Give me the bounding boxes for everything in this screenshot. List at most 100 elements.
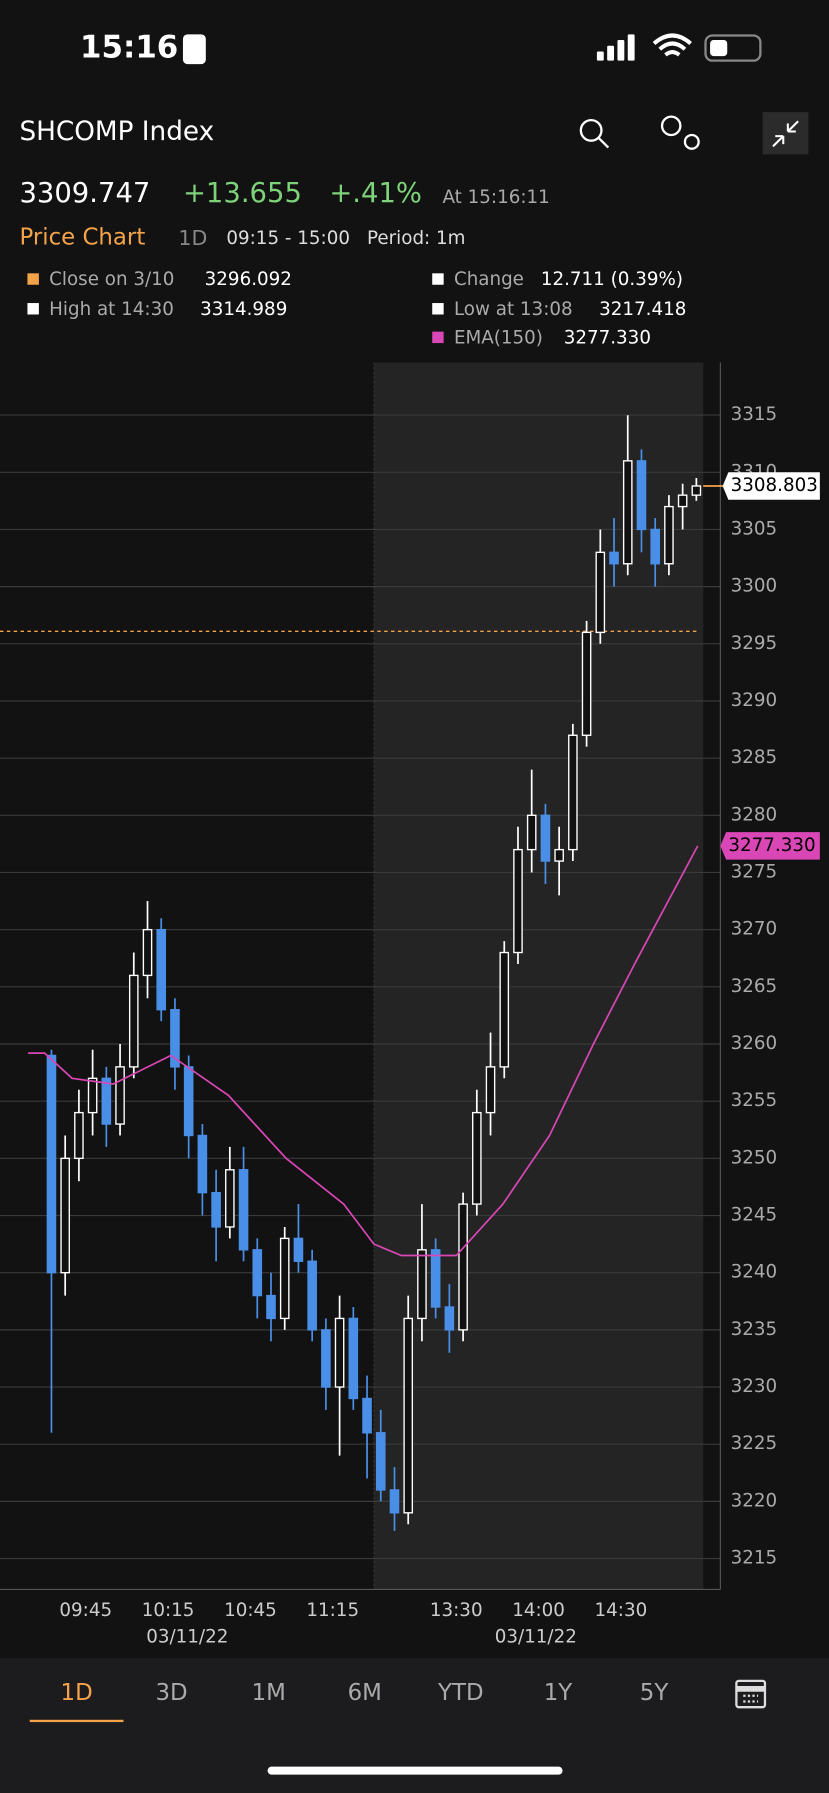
range: 1D <box>178 226 207 250</box>
legend-value: 3217.418 <box>599 299 686 320</box>
x-tick-label: 10:45 <box>224 1600 277 1621</box>
tab[interactable]: 3D <box>155 1680 187 1706</box>
change-pct: +.41% <box>329 178 422 209</box>
tab[interactable]: 1M <box>252 1680 286 1706</box>
candle-body <box>691 485 702 496</box>
candle-body <box>485 1066 496 1114</box>
x-tick-label: 13:30 <box>430 1600 483 1621</box>
tab[interactable]: 5Y <box>640 1680 670 1706</box>
collapse-icon <box>772 120 799 148</box>
y-tick-label: 3285 <box>731 747 778 768</box>
home-indicator <box>267 1766 563 1775</box>
candle-body <box>156 928 167 1011</box>
battery-icon <box>704 34 762 62</box>
search-button[interactable] <box>579 118 610 149</box>
candle-body <box>581 631 592 736</box>
candle-body <box>225 1169 235 1228</box>
candle-body <box>554 848 564 862</box>
wifi-icon <box>652 33 692 57</box>
signal-icon <box>596 34 635 61</box>
legend-label: Change <box>454 269 524 290</box>
y-tick-label: 3265 <box>731 976 778 997</box>
status-time: 15:16 <box>80 30 178 66</box>
candle-body <box>321 1329 331 1388</box>
candle-body <box>540 814 551 862</box>
candle-body <box>375 1432 386 1491</box>
candle-body <box>334 1317 345 1388</box>
calendar-button[interactable] <box>735 1679 767 1709</box>
candle-body <box>664 505 674 565</box>
candle-body <box>458 1203 468 1331</box>
y-tick-label: 3225 <box>731 1433 778 1454</box>
legend-label: EMA(150) <box>454 327 543 348</box>
ema-tag-label: 3277.330 <box>728 835 815 856</box>
candle-body <box>238 1169 249 1251</box>
candle-body <box>252 1249 263 1297</box>
candle-body <box>595 551 606 634</box>
tabs: 1D 3D 1M 6M YTD 1Y 5Y <box>29 1680 670 1723</box>
candle-body <box>101 1077 112 1125</box>
session-shade <box>373 362 704 1590</box>
x-date-label: 03/11/22 <box>495 1626 577 1647</box>
legend-label: Close on 3/10 <box>49 269 174 290</box>
collapse-button[interactable] <box>762 112 809 155</box>
y-tick-label: 3295 <box>731 633 778 654</box>
candle-body <box>74 1111 84 1160</box>
y-tick-label: 3275 <box>731 861 778 882</box>
tab[interactable]: YTD <box>437 1680 484 1706</box>
legend-swatch <box>27 303 39 315</box>
candle-body <box>115 1066 125 1125</box>
legend-swatch <box>27 273 39 285</box>
change: +13.655 <box>183 178 302 209</box>
y-tick-label: 3300 <box>731 576 778 597</box>
candle-body <box>128 974 139 1068</box>
candle-body <box>444 1306 455 1331</box>
x-tick-label: 09:45 <box>59 1600 112 1621</box>
page-title: SHCOMP Index <box>19 117 214 147</box>
period: Period: 1m <box>367 228 465 249</box>
legend-value: 12.711 (0.39%) <box>541 269 683 290</box>
y-tick-label: 3290 <box>731 690 778 711</box>
candle-body <box>526 814 537 851</box>
candle-body <box>279 1237 290 1320</box>
battery-level <box>710 40 728 57</box>
candle-body <box>513 848 523 954</box>
candle-body <box>430 1249 441 1308</box>
legend-value: 3314.989 <box>200 299 287 320</box>
legend-swatch <box>432 303 444 315</box>
legend-swatch <box>432 331 444 344</box>
candle-body <box>197 1134 208 1194</box>
legend-value: 3277.330 <box>564 327 651 348</box>
x-tick-label: 14:30 <box>595 1600 648 1621</box>
y-tick-label: 3240 <box>731 1262 778 1283</box>
settings-button[interactable] <box>660 115 700 150</box>
y-tick-label: 3235 <box>731 1319 778 1340</box>
candle-body <box>362 1397 372 1434</box>
ema-tag <box>720 832 820 860</box>
candle-body <box>211 1191 221 1228</box>
y-tick-label: 3215 <box>731 1548 778 1569</box>
last-price-label: 3308.803 <box>731 475 818 496</box>
tab[interactable]: 1Y <box>544 1680 574 1706</box>
candle-body <box>142 928 153 977</box>
candle-body <box>266 1294 276 1320</box>
chart: 3215 3220 3225 3230 3235 3240 3245 3250 3255 3260… <box>0 362 820 1647</box>
ema-line <box>28 845 699 1257</box>
candle-body <box>609 551 619 565</box>
y-tick-label: 3260 <box>731 1033 778 1054</box>
candle-body <box>650 528 660 565</box>
y-tick-label: 3250 <box>731 1147 778 1168</box>
candle-body <box>499 951 510 1068</box>
status-icon <box>182 34 206 65</box>
candle-body <box>87 1077 98 1114</box>
tab-underline <box>29 1719 124 1723</box>
tab[interactable]: 6M <box>348 1680 382 1706</box>
tab[interactable]: 1D <box>61 1680 93 1706</box>
x-tick-label: 10:15 <box>142 1600 195 1621</box>
price: 3309.747 <box>19 178 150 209</box>
candle-body <box>568 734 578 851</box>
y-tick-label: 3305 <box>731 518 778 539</box>
chart-title: Price Chart <box>19 224 145 250</box>
candle-body <box>307 1260 317 1331</box>
y-tick-label: 3270 <box>731 919 778 940</box>
